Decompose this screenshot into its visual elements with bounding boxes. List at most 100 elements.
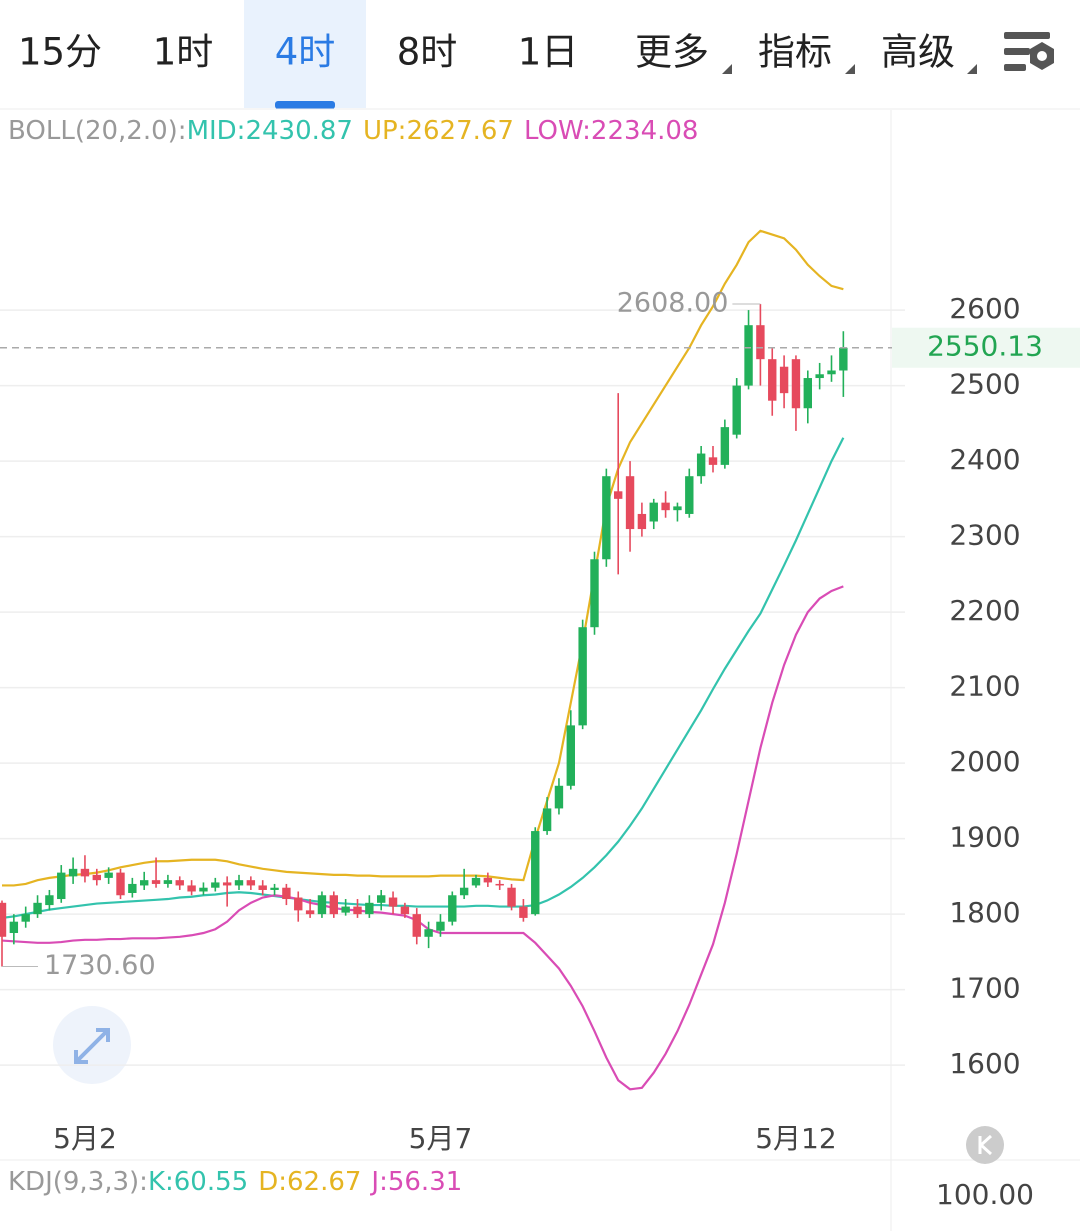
- boll-line: [2, 229, 844, 887]
- candle-body: [661, 502, 670, 511]
- active-tab-bg: [244, 0, 366, 108]
- legend-entry: J:56.31: [369, 1167, 462, 1197]
- tab[interactable]: 指标: [758, 31, 832, 74]
- tab[interactable]: 15分: [18, 31, 102, 74]
- candle-body: [270, 887, 279, 890]
- settings-icon[interactable]: [1004, 32, 1054, 71]
- candle-body: [305, 910, 315, 915]
- kdj-legend: KDJ(9,3,3):K:60.55 D:62.67 J:56.31: [8, 1167, 462, 1197]
- legend-entry: MID:2430.87: [187, 116, 353, 146]
- y-tick-label: 2100: [949, 670, 1020, 703]
- candle-body: [625, 476, 635, 530]
- candle-body: [353, 906, 362, 915]
- candle-body: [554, 785, 564, 809]
- tab[interactable]: 1日: [518, 31, 579, 74]
- scroll-latest-button[interactable]: [966, 1126, 1004, 1164]
- candle-body: [827, 370, 836, 375]
- last-price-bg: [892, 327, 1080, 368]
- candle-body: [708, 457, 718, 465]
- candle-body: [649, 502, 658, 522]
- dropdown-arrow: [722, 64, 732, 74]
- y-tick-label: 1900: [949, 821, 1020, 854]
- indicator-label: KDJ(9,3,3):: [8, 1167, 148, 1197]
- candle-body: [377, 895, 386, 903]
- tab[interactable]: 4时: [275, 31, 336, 74]
- candle-body: [57, 872, 66, 900]
- candle-body: [140, 880, 149, 886]
- y-tick-label: 2600: [949, 292, 1020, 325]
- active-tab-indicator: [275, 101, 335, 109]
- candle-body: [791, 359, 801, 409]
- candle-body: [234, 880, 244, 886]
- candle-body: [685, 476, 694, 514]
- candle-body: [732, 385, 741, 435]
- candle-body: [424, 929, 433, 937]
- candle-body: [673, 506, 682, 511]
- tab[interactable]: 1时: [153, 31, 214, 74]
- legend-entry: D:62.67: [258, 1167, 361, 1197]
- candle-body: [0, 902, 7, 937]
- candle-body: [696, 453, 706, 477]
- boll-line: [1, 437, 845, 920]
- candle-body: [779, 366, 789, 394]
- y-tick-label: 2200: [949, 594, 1020, 627]
- candle-body: [531, 831, 540, 915]
- candle-body: [33, 902, 42, 915]
- tab[interactable]: 高级: [881, 31, 955, 74]
- y-tick-label: 2300: [949, 519, 1020, 552]
- candle-body: [412, 914, 421, 937]
- candle-body: [282, 887, 291, 900]
- candle-body: [400, 906, 410, 915]
- candle-body: [448, 895, 457, 922]
- candle-body: [187, 885, 196, 892]
- candle-body: [602, 476, 611, 560]
- candle-body: [294, 897, 303, 911]
- candle-body: [459, 887, 469, 896]
- y-tick-label: 2500: [949, 368, 1020, 401]
- candle-body: [92, 874, 101, 881]
- legend: BOLL(20,2.0):MID:2430.87 UP:2627.67 LOW:22…: [8, 116, 698, 146]
- candle-body: [68, 868, 78, 877]
- candle-body: [151, 880, 161, 884]
- candle-body: [199, 887, 208, 892]
- kdj-tick-label: 100.00: [936, 1178, 1034, 1211]
- x-tick-label: 5月7: [409, 1122, 473, 1155]
- x-tick-label: 5月2: [53, 1122, 117, 1155]
- x-tick-label: 5月12: [755, 1122, 836, 1155]
- candle-body: [815, 374, 824, 379]
- candle-body: [246, 880, 256, 886]
- expand-button[interactable]: [53, 1006, 131, 1084]
- y-tick-label: 1600: [949, 1047, 1020, 1080]
- candle-body: [614, 491, 623, 499]
- candle-body: [45, 895, 54, 906]
- candle-body: [163, 880, 173, 884]
- legend-entry: UP:2627.67: [363, 116, 514, 146]
- candle-body: [116, 872, 125, 896]
- candle-body: [839, 347, 848, 371]
- dropdown-arrow: [967, 64, 977, 74]
- candle-body: [317, 895, 327, 915]
- y-tick-label: 1700: [949, 972, 1020, 1005]
- candle-body: [80, 868, 90, 877]
- low-label: 1730.60: [44, 950, 156, 981]
- candle-body: [637, 513, 647, 530]
- candle-body: [471, 877, 481, 886]
- candle-body: [21, 914, 30, 922]
- plot: [0, 229, 848, 1091]
- candle-body: [578, 627, 587, 726]
- y-tick-label: 2000: [949, 745, 1020, 778]
- candle-body: [211, 882, 220, 888]
- candle-body: [258, 885, 267, 890]
- candle-body: [768, 359, 777, 401]
- candle-body: [388, 897, 398, 907]
- candle-body: [128, 883, 137, 893]
- candle-body: [507, 887, 516, 907]
- tab[interactable]: 更多: [635, 31, 709, 74]
- candle-body: [756, 325, 765, 360]
- legend-entry: K:60.55: [148, 1167, 248, 1197]
- candle-body: [803, 378, 812, 409]
- candle-body: [566, 725, 575, 786]
- candle-body: [590, 559, 599, 628]
- tab[interactable]: 8时: [397, 31, 458, 74]
